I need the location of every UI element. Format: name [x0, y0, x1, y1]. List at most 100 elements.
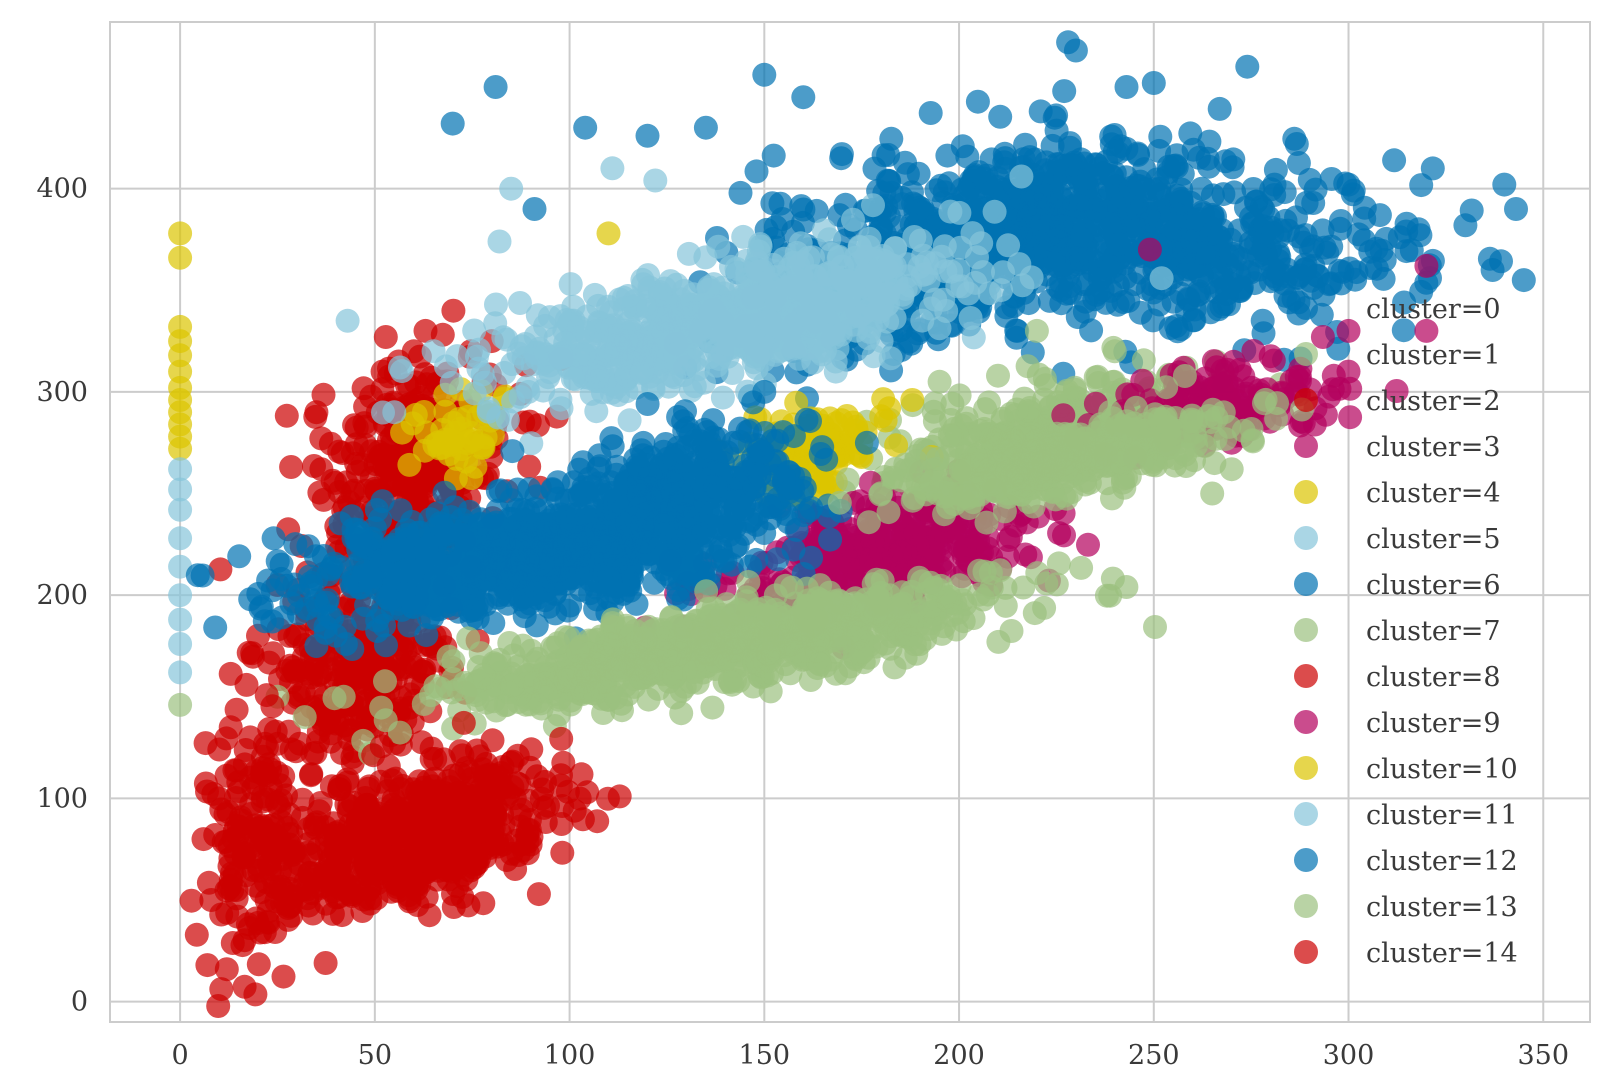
scatter-point: [868, 547, 893, 571]
scatter-point: [323, 623, 348, 648]
scatter-point: [393, 558, 418, 583]
scatter-point: [168, 245, 193, 270]
scatter-point: [910, 525, 935, 550]
scatter-point: [522, 197, 547, 221]
scatter-point: [935, 143, 960, 168]
scatter-point: [808, 442, 833, 466]
scatter-point: [1279, 369, 1304, 393]
scatter-point: [958, 306, 983, 330]
scatter-point: [940, 391, 965, 416]
scatter-point: [1069, 187, 1094, 212]
scatter-point: [738, 508, 763, 532]
scatter-point: [456, 428, 481, 453]
scatter-point: [185, 563, 210, 588]
scatter-point: [924, 178, 949, 203]
scatter-point: [666, 586, 690, 611]
scatter-point: [854, 430, 879, 455]
scatter-point: [764, 287, 789, 312]
scatter-point: [674, 456, 699, 481]
scatter-point: [672, 299, 696, 324]
scatter-point: [316, 562, 341, 587]
scatter-point: [927, 369, 952, 394]
scatter-point: [168, 457, 193, 482]
scatter-point: [773, 336, 798, 361]
scatter-point: [168, 632, 193, 656]
scatter-point: [345, 517, 370, 542]
scatter-point: [791, 85, 816, 110]
scatter-point: [378, 444, 402, 469]
scatter-point: [1076, 532, 1100, 557]
scatter-point: [340, 441, 365, 466]
scatter-point: [311, 544, 336, 568]
scatter-point: [168, 526, 193, 551]
scatter-point: [483, 311, 508, 336]
scatter-point: [961, 325, 986, 350]
scatter-point: [401, 595, 426, 620]
scatter-point: [963, 270, 988, 295]
scatter-point: [721, 507, 746, 532]
scatter-point: [1034, 183, 1058, 208]
scatter-point: [762, 265, 787, 289]
scatter-point: [512, 604, 537, 629]
scatter-point: [269, 566, 294, 591]
scatter-point: [988, 104, 1013, 129]
scatter-point: [1022, 601, 1047, 626]
scatter-point: [989, 278, 1014, 303]
scatter-point: [353, 559, 377, 584]
scatter-point: [305, 663, 330, 687]
scatter-point: [947, 200, 972, 225]
scatter-point: [486, 585, 511, 610]
scatter-point: [168, 583, 193, 608]
scatter-point: [1211, 182, 1236, 207]
scatter-point: [227, 544, 252, 569]
scatter-point: [794, 407, 819, 432]
scatter-point: [508, 291, 532, 315]
scatter-point: [630, 359, 655, 384]
scatter-point: [996, 233, 1021, 258]
scatter-point: [1161, 154, 1186, 178]
scatter-point: [624, 534, 649, 559]
scatter-point: [713, 294, 738, 319]
scatter-point: [728, 180, 753, 205]
scatter-point: [910, 308, 935, 333]
scatter-point: [412, 438, 437, 463]
scatter-point: [1114, 75, 1139, 99]
scatter-point: [583, 596, 608, 621]
scatter-point: [672, 418, 697, 443]
scatter-point: [1235, 54, 1260, 79]
series-cluster-6: [185, 379, 879, 661]
scatter-point: [861, 193, 885, 218]
scatter-point: [876, 143, 901, 167]
scatter-point: [582, 359, 607, 384]
scatter-point: [576, 523, 601, 548]
scatter-point: [1004, 318, 1029, 343]
scatter-point: [802, 264, 827, 288]
scatter-point: [1406, 217, 1431, 242]
scatter-point: [986, 363, 1010, 388]
scatter-point: [693, 245, 718, 270]
scatter-point: [1201, 349, 1226, 374]
scatter-point: [265, 549, 290, 574]
scatter-point: [283, 532, 308, 557]
scatter-point: [1392, 290, 1417, 315]
scatter-point: [1141, 71, 1166, 95]
scatter-point: [838, 536, 863, 561]
scatter-point: [893, 539, 918, 564]
scatter-point: [735, 460, 759, 485]
scatter-point: [342, 478, 366, 503]
scatter-point: [829, 408, 854, 433]
scatter-point: [463, 454, 488, 479]
scatter-point: [804, 198, 829, 223]
data-points: [168, 30, 1536, 1018]
scatter-point: [440, 111, 465, 136]
scatter-point: [1504, 197, 1528, 221]
scatter-point: [691, 521, 716, 546]
scatter-point: [693, 115, 718, 140]
scatter-point: [1050, 154, 1075, 178]
scatter-point: [732, 481, 757, 506]
series-cluster-7: [265, 364, 1314, 766]
scatter-point: [238, 587, 263, 612]
scatter-point: [1241, 339, 1266, 363]
scatter-point: [168, 607, 193, 632]
scatter-point: [168, 692, 193, 717]
